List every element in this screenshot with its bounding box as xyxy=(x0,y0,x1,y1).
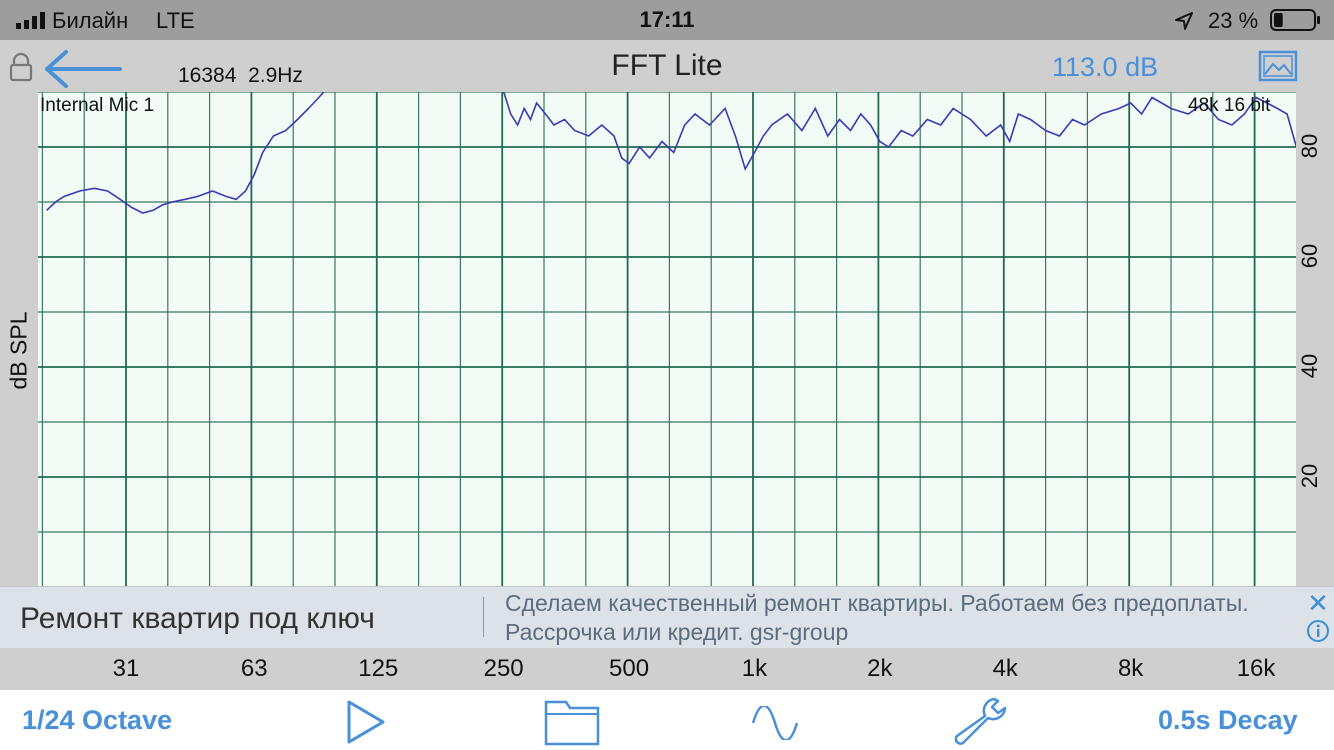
folder-icon[interactable] xyxy=(544,696,600,746)
x-tick-label: 31 xyxy=(112,655,140,682)
ad-divider xyxy=(483,597,484,637)
y-tick-label: 80 xyxy=(1297,133,1323,159)
spectrum-plot[interactable] xyxy=(38,92,1296,587)
x-tick-label: 63 xyxy=(240,655,268,682)
x-tick-label: 16k xyxy=(1236,655,1276,682)
battery-percent: 23 % xyxy=(1208,8,1259,33)
carrier-name: Билайн xyxy=(52,8,129,33)
x-tick-label: 2k xyxy=(867,655,893,682)
fft-size-resolution: 16384 2.9Hz xyxy=(178,64,303,87)
bottom-toolbar: 1/24 Octave 0.5s Decay xyxy=(0,690,1334,750)
y-axis-label: dB SPL xyxy=(5,311,32,390)
input-device-label: Internal Mic 1 xyxy=(40,95,155,116)
wrench-icon[interactable] xyxy=(952,696,1008,746)
lock-icon[interactable] xyxy=(8,52,34,82)
close-icon[interactable]: ✕ xyxy=(1307,588,1329,618)
ad-headline[interactable]: Ремонт квартир под ключ xyxy=(20,602,375,635)
image-icon[interactable] xyxy=(1258,50,1298,82)
x-tick-label: 500 xyxy=(609,655,650,682)
x-tick-label: 125 xyxy=(358,655,399,682)
ad-banner[interactable]: Ремонт квартир под ключ Сделаем качестве… xyxy=(0,586,1334,649)
decay-button[interactable]: 0.5s Decay xyxy=(1158,705,1298,735)
battery-icon xyxy=(1270,9,1320,31)
x-tick-label: 8k xyxy=(1117,655,1144,682)
y-axis-tick-panel xyxy=(1296,92,1334,587)
x-tick-label: 1k xyxy=(741,655,768,682)
x-axis: 31 63 125 250 500 1k 2k 4k 8k 16k xyxy=(0,648,1334,690)
x-tick-label: 250 xyxy=(483,655,524,682)
resolution-button[interactable]: 1/24 Octave xyxy=(22,705,173,735)
y-tick-label: 20 xyxy=(1297,463,1323,489)
clock: 17:11 xyxy=(639,7,695,32)
play-icon[interactable] xyxy=(344,698,388,746)
ad-body[interactable]: Сделаем качественный ремонт квартиры. Ра… xyxy=(505,590,1249,645)
spl-level[interactable]: 113.0 dB xyxy=(1052,52,1159,82)
location-arrow-icon xyxy=(1175,12,1193,30)
sine-wave-icon[interactable] xyxy=(750,706,800,740)
signal-bars-icon xyxy=(16,12,45,29)
y-tick-label: 40 xyxy=(1297,353,1323,379)
network-type: LTE xyxy=(156,8,195,33)
spectrum-chart xyxy=(38,92,1296,587)
back-arrow-icon[interactable] xyxy=(42,48,124,90)
spectrum-line xyxy=(46,92,1296,214)
app-header: 16384 2.9Hz FFT Lite 113.0 dB xyxy=(0,40,1334,92)
sample-format-label: 48k 16 bit xyxy=(1188,95,1271,116)
y-axis-label-panel: dB SPL xyxy=(0,92,38,587)
y-tick-label: 60 xyxy=(1297,243,1323,269)
x-tick-label: 4k xyxy=(992,655,1018,682)
status-bar: Билайн LTE 17:11 23 % xyxy=(0,0,1334,40)
info-icon[interactable] xyxy=(1306,619,1330,643)
